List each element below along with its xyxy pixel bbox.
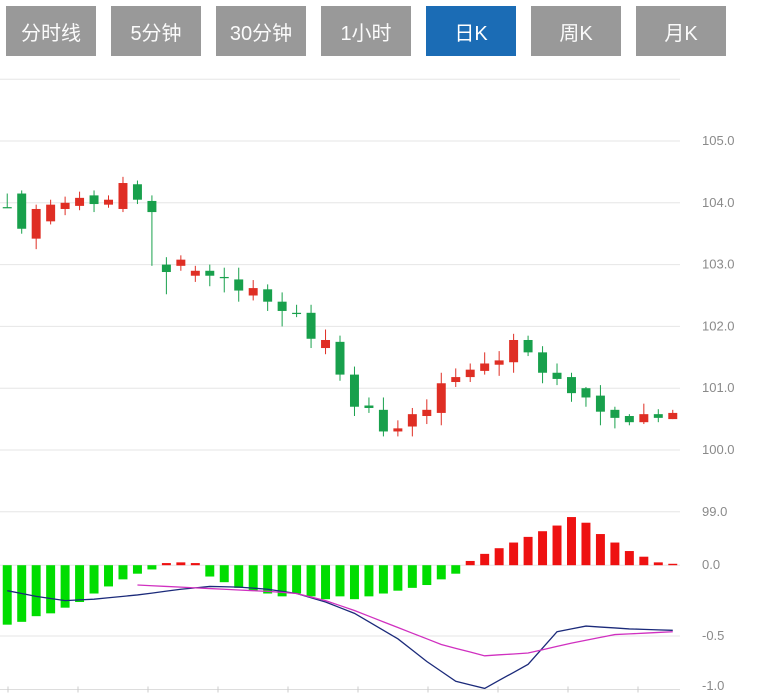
svg-text:102.0: 102.0: [702, 318, 735, 333]
svg-text:104.0: 104.0: [702, 195, 735, 210]
svg-text:100.0: 100.0: [702, 442, 735, 457]
svg-text:-0.5: -0.5: [702, 628, 724, 643]
svg-text:-1.0: -1.0: [702, 678, 724, 693]
svg-text:105.0: 105.0: [702, 133, 735, 148]
svg-text:99.0: 99.0: [702, 504, 727, 519]
svg-text:101.0: 101.0: [702, 380, 735, 395]
svg-text:0.0: 0.0: [702, 557, 720, 572]
svg-text:103.0: 103.0: [702, 257, 735, 272]
